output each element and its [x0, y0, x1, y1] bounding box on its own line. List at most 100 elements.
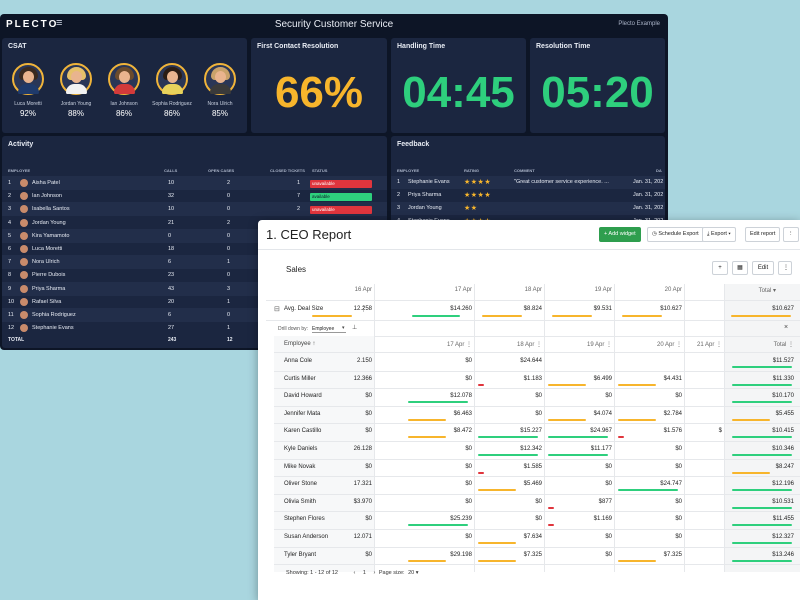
- date-column-header[interactable]: Total ▾: [758, 288, 776, 294]
- employee-row-label[interactable]: Anna Cole: [284, 358, 313, 364]
- table-row[interactable]: 12 Stephanie Evans 27 1: [2, 321, 387, 335]
- feedback-row[interactable]: 1 Stephanie Evans ★★★★ "Great customer serv…: [391, 176, 665, 189]
- employee-row-label[interactable]: Susan Anderson: [284, 534, 329, 540]
- employee-name: Luca Moretti: [32, 246, 63, 252]
- inner-column-header[interactable]: 17 Apr ⋮: [446, 342, 472, 348]
- fcr-title: First Contact Resolution: [257, 43, 339, 50]
- table-row[interactable]: 2 Ian Johnson 32 0 7 available: [2, 189, 387, 203]
- employee-row-label[interactable]: Stephen Flores: [284, 516, 325, 523]
- agent-card: Nora Ulrich 85%: [198, 63, 242, 118]
- pin-icon[interactable]: ⊥: [352, 325, 358, 331]
- employee-row-label[interactable]: Jennifer Mata: [284, 410, 321, 417]
- row-number: 2: [8, 193, 12, 200]
- report-more-button[interactable]: ⋮: [783, 227, 799, 242]
- sales-edit-button[interactable]: Edit: [752, 261, 774, 275]
- status-badge: unavailable: [310, 206, 372, 215]
- employee-row-label[interactable]: Kyle Daniels: [284, 446, 318, 452]
- sales-cell-value: $0: [675, 463, 682, 470]
- sales-cell-value: $7.634: [523, 534, 542, 540]
- table-row[interactable]: 3 Isabella Santos 10 0 2 unavailable: [2, 202, 387, 217]
- employee-row-label[interactable]: David Howard: [284, 393, 322, 400]
- inner-column-header[interactable]: 18 Apr ⋮: [516, 342, 542, 348]
- sales-cell-value: $3.970: [353, 498, 372, 505]
- add-icon[interactable]: +: [712, 261, 728, 275]
- date-column-header[interactable]: 18 Apr: [524, 287, 542, 293]
- col-status: STATUS: [312, 168, 328, 173]
- agent-csat-value: 86%: [115, 109, 132, 118]
- employee-row-label[interactable]: Mike Novak: [284, 463, 316, 470]
- employee-name: Stephanie Evans: [408, 179, 450, 185]
- hamburger-menu-icon[interactable]: ≡: [56, 17, 63, 29]
- col-open-cases: OPEN CASES: [208, 168, 235, 173]
- dashboard-account[interactable]: Plecto Example: [618, 21, 660, 27]
- sales-cell-value: $12.078: [450, 393, 472, 400]
- employee-row-label[interactable]: Tyler Bryant: [284, 551, 317, 558]
- drilldown-select[interactable]: Employee: [312, 326, 346, 333]
- avatar: [20, 311, 28, 319]
- table-row[interactable]: 6 Luca Moretti 18 0: [2, 242, 387, 256]
- download-icon: ⤓: [707, 231, 711, 237]
- fb-col-employee: EMPLOYEE: [397, 168, 420, 173]
- dashboard-title: Security Customer Service: [274, 19, 394, 30]
- sales-cell-value: 17.321: [353, 481, 372, 488]
- next-page-icon[interactable]: ›: [373, 570, 376, 576]
- sales-more-icon[interactable]: ⋮: [778, 261, 792, 275]
- current-page[interactable]: 1: [362, 570, 366, 576]
- agent-card: Luca Moretti 92%: [6, 63, 50, 118]
- collapse-icon[interactable]: ⊟: [274, 306, 280, 313]
- employee-column-header[interactable]: Employee ↑: [284, 341, 316, 347]
- table-row[interactable]: 1 Aisha Patel 10 2 1 unavailable: [2, 176, 387, 190]
- sales-cell-value: $0: [465, 534, 472, 540]
- sales-cell-value: $24.747: [660, 481, 682, 488]
- date-column-header[interactable]: 20 Apr: [664, 287, 682, 293]
- employee-row-label[interactable]: Karen Castillo: [284, 428, 322, 435]
- fb-col-rating: RATING: [464, 168, 480, 173]
- sales-cell-value: $0: [365, 428, 372, 435]
- sales-cell-value: $0: [675, 516, 682, 523]
- feedback-row[interactable]: 3 Jordan Young ★★ Jan. 31, 202: [391, 202, 665, 215]
- chevron-down-icon: ▾: [342, 325, 345, 331]
- page-size-select[interactable]: 20: [408, 570, 415, 576]
- date-column-header[interactable]: 16 Apr: [354, 287, 372, 293]
- calls-value: 32: [168, 193, 175, 200]
- inner-column-header[interactable]: 20 Apr ⋮: [656, 342, 682, 348]
- total-open: 12: [227, 337, 233, 343]
- sales-cell-value: $29.198: [450, 551, 472, 558]
- metric-value: $14.260: [450, 306, 472, 312]
- table-row[interactable]: 10 Rafael Silva 20 1: [2, 295, 387, 309]
- row-number: 2: [397, 192, 401, 198]
- row-number: 1: [397, 179, 401, 185]
- inner-column-header[interactable]: 21 Apr ⋮: [696, 342, 722, 348]
- star-rating-icon: ★★★★: [464, 179, 492, 186]
- employee-name: Stephanie Evans: [32, 325, 74, 332]
- avatar: [20, 258, 28, 267]
- sales-cell-value: $0: [365, 516, 372, 523]
- edit-report-button[interactable]: Edit report: [745, 227, 781, 242]
- employee-name: Jordan Young: [408, 205, 442, 211]
- add-widget-button[interactable]: + Add widget: [599, 227, 641, 242]
- fcr-value: 66%: [274, 68, 364, 117]
- metric-more-icon[interactable]: ⋮: [360, 306, 367, 313]
- sales-cell-value: $0: [365, 551, 372, 558]
- calls-value: 10: [168, 180, 175, 186]
- report-header: 1. CEO Report + Add widget ◷ Schedule Ex…: [258, 220, 800, 250]
- employee-row-label[interactable]: Oliver Stone: [284, 481, 318, 488]
- schedule-export-label: Schedule Export: [658, 231, 699, 237]
- table-row[interactable]: 8 Pierre Dubois 23 0: [2, 268, 387, 282]
- total-calls: 243: [168, 337, 177, 343]
- sales-cell-value: $0: [465, 463, 472, 470]
- inner-column-header[interactable]: Total ⋮: [773, 342, 794, 348]
- employee-row-label[interactable]: Curtis Miller: [284, 375, 316, 382]
- export-button[interactable]: ⤓ Export ▾: [702, 227, 736, 242]
- calendar-icon[interactable]: ▦: [732, 261, 748, 275]
- date-column-header[interactable]: 19 Apr: [594, 287, 612, 293]
- date-column-header[interactable]: 17 Apr: [454, 287, 472, 293]
- feedback-row[interactable]: 2 Priya Sharma ★★★★ Jan. 31, 202: [391, 189, 665, 202]
- close-icon[interactable]: ×: [784, 324, 789, 331]
- sales-cell-value: $0: [465, 375, 472, 382]
- schedule-export-button[interactable]: ◷ Schedule Export: [647, 227, 704, 242]
- employee-row-label[interactable]: Olivia Smith: [284, 498, 317, 505]
- inner-column-header[interactable]: 19 Apr ⋮: [586, 342, 612, 348]
- calls-value: 43: [168, 285, 175, 292]
- prev-page-icon[interactable]: ‹: [353, 570, 356, 576]
